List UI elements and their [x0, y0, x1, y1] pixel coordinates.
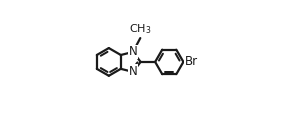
Text: CH$_3$: CH$_3$	[129, 23, 152, 36]
Text: Br: Br	[184, 55, 198, 68]
Text: N: N	[129, 45, 137, 58]
Text: N: N	[129, 65, 137, 78]
